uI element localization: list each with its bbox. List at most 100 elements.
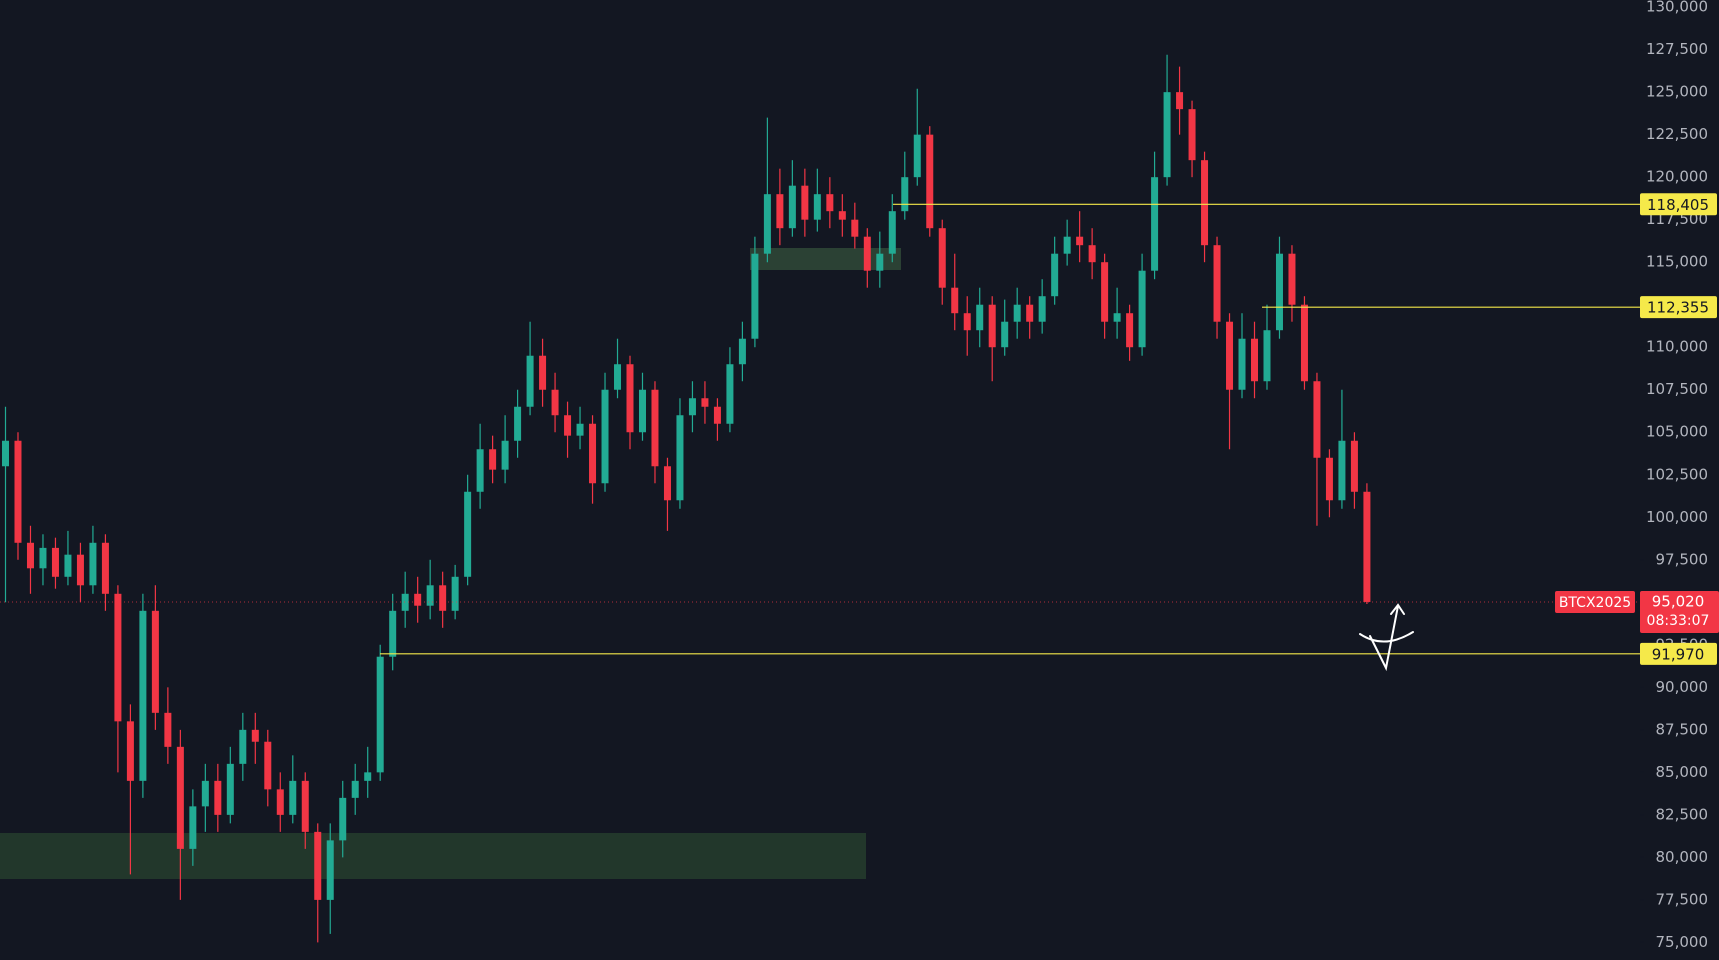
candle-body <box>926 134 934 229</box>
plot <box>0 54 1640 943</box>
y-tick-label: 87,500 <box>1656 720 1709 738</box>
level-label-box <box>1640 296 1717 319</box>
candle-body <box>264 741 272 790</box>
y-tick-label: 127,500 <box>1646 40 1708 58</box>
candle-body <box>76 554 84 586</box>
candle-body <box>326 840 334 900</box>
level-label: 112,355 <box>1647 299 1709 317</box>
y-tick-label: 100,000 <box>1646 508 1708 526</box>
candle-body <box>1363 491 1371 602</box>
candle-body <box>1213 245 1221 322</box>
candle-body <box>14 440 22 543</box>
candle-body <box>751 253 759 339</box>
candle-body <box>476 449 484 492</box>
candle-body <box>289 780 297 815</box>
candle-body <box>164 712 172 747</box>
candle-body <box>514 406 522 441</box>
candle-body <box>713 406 721 424</box>
y-tick-label: 102,500 <box>1646 465 1708 483</box>
candle-body <box>576 423 584 436</box>
candle-body <box>114 593 122 722</box>
candle-body <box>239 729 247 764</box>
candle-body <box>776 194 784 229</box>
y-tick-label: 125,000 <box>1646 83 1708 101</box>
candle-body <box>1051 253 1059 297</box>
candle-body <box>1226 321 1234 390</box>
y-tick-label: 107,500 <box>1646 380 1708 398</box>
candle-body <box>676 415 684 501</box>
candle-body <box>426 585 434 606</box>
candle-body <box>1126 313 1134 348</box>
candle-body <box>389 610 397 657</box>
candle-body <box>963 313 971 331</box>
candle-body <box>564 415 572 436</box>
candle-body <box>1188 109 1196 161</box>
candle-body <box>589 423 597 484</box>
candle-body <box>913 134 921 178</box>
y-tick-label: 110,000 <box>1646 338 1708 356</box>
y-tick-label: 77,500 <box>1656 890 1709 908</box>
candle-body <box>64 554 72 577</box>
candle-body <box>51 547 59 577</box>
y-tick-label: 120,000 <box>1646 168 1708 186</box>
candle-body <box>551 389 559 416</box>
candle-body <box>988 304 996 348</box>
candle-body <box>1275 253 1283 331</box>
candle-body <box>951 287 959 314</box>
candle-body <box>838 211 846 220</box>
candle-body <box>501 440 509 470</box>
level-label-box <box>1640 193 1717 216</box>
symbol-label: BTCX2025 <box>1559 595 1631 611</box>
y-tick-label: 80,000 <box>1656 848 1709 866</box>
candle-body <box>863 236 871 271</box>
y-tick-label: 82,500 <box>1656 805 1709 823</box>
hand-drawing <box>1359 603 1414 672</box>
drawn-arrowhead <box>1390 603 1405 615</box>
candle-body <box>1300 304 1308 382</box>
candle-body <box>1163 92 1171 178</box>
candle-body <box>1350 440 1358 492</box>
candle-body <box>526 355 534 407</box>
candle-body <box>976 304 984 331</box>
y-tick-label: 85,000 <box>1656 763 1709 781</box>
candle-body <box>151 610 159 713</box>
candle-body <box>201 780 209 807</box>
drawn-curve <box>1359 631 1414 643</box>
y-tick-label: 105,000 <box>1646 423 1708 441</box>
candle-body <box>401 593 409 611</box>
candle-body <box>688 398 696 416</box>
candle-body <box>464 491 472 577</box>
y-tick-label: 90,000 <box>1656 678 1709 696</box>
candle-body <box>1013 304 1021 322</box>
candle-body <box>801 185 809 220</box>
candle-body <box>901 177 909 212</box>
candle-body <box>738 338 746 365</box>
candle-body <box>1151 177 1159 271</box>
candle-body <box>826 194 834 212</box>
candle-body <box>89 542 97 586</box>
candle-body <box>638 389 646 433</box>
y-tick-label: 75,000 <box>1656 933 1709 951</box>
candle-body <box>1101 262 1109 322</box>
level-label-box <box>1640 642 1717 665</box>
candle-body <box>2 440 9 467</box>
candle-body <box>226 763 234 815</box>
candle-body <box>663 466 671 501</box>
candle-body <box>1001 321 1009 348</box>
candle-body <box>1325 457 1333 501</box>
candle-body <box>701 398 709 407</box>
last-price-label: 95,020 <box>1652 592 1705 610</box>
candle-body <box>1113 313 1121 322</box>
candle-body <box>276 789 284 815</box>
candle-body <box>1088 245 1096 263</box>
candle-body <box>351 780 359 798</box>
candle-body <box>1251 338 1258 382</box>
candle-body <box>126 721 134 781</box>
candle-body <box>813 194 821 220</box>
candle-body <box>539 355 547 390</box>
candle-body <box>176 746 184 849</box>
candle-body <box>339 797 347 841</box>
candle-body <box>451 576 459 611</box>
